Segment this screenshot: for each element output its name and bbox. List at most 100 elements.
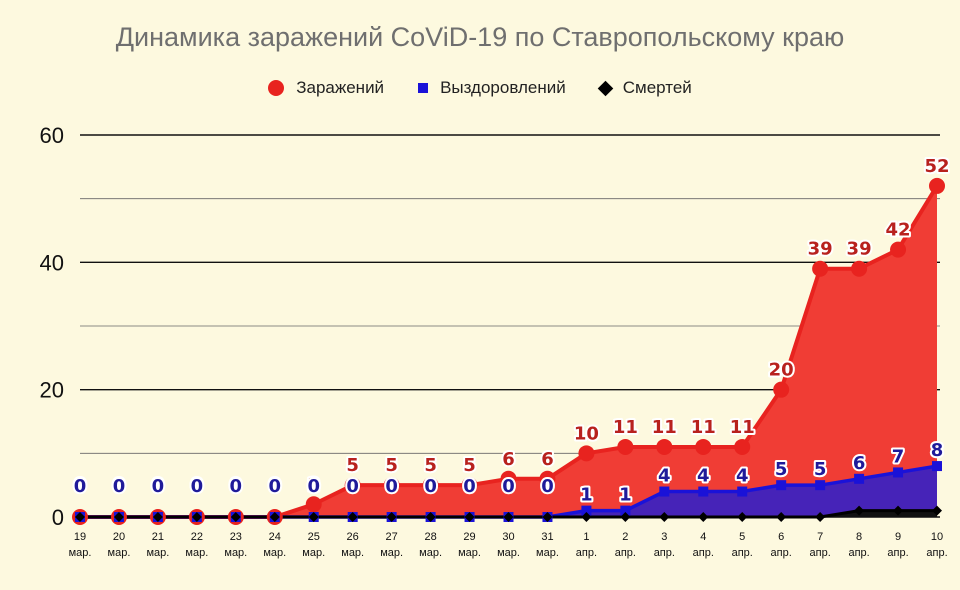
x-tick-day: 19 xyxy=(74,531,86,543)
infections-point xyxy=(344,477,361,494)
x-tick-day: 27 xyxy=(386,531,398,543)
chart-title: Динамика заражений CoViD-19 по Ставропол… xyxy=(115,22,845,52)
infections-data-label: 11 xyxy=(613,417,638,438)
deaths-point xyxy=(698,512,709,522)
infections-data-label: 5 xyxy=(346,455,359,476)
x-tick-day: 23 xyxy=(230,531,242,543)
legend-label-infections: Заражений xyxy=(296,78,385,97)
infections-data-label: 0 xyxy=(74,475,87,496)
recoveries-data-label: 0 xyxy=(191,476,204,497)
recoveries-data-label: 0 xyxy=(113,476,126,497)
infections-point xyxy=(773,381,790,398)
x-tick-day: 31 xyxy=(541,531,553,543)
recoveries-data-label: 0 xyxy=(307,476,320,497)
recoveries-point xyxy=(776,480,787,491)
infections-point xyxy=(305,496,322,513)
x-tick-day: 30 xyxy=(502,531,514,543)
infections-data-label: 52 xyxy=(924,156,949,177)
recoveries-point xyxy=(581,505,592,516)
x-tick-month: мар. xyxy=(341,547,364,559)
deaths-point xyxy=(503,512,514,522)
x-tick-day: 26 xyxy=(347,531,359,543)
x-tick-month: мар. xyxy=(263,547,286,559)
deaths-point xyxy=(269,512,280,522)
x-tick-day: 22 xyxy=(191,531,203,543)
blue-square-icon xyxy=(418,83,429,93)
y-tick-label: 60 xyxy=(40,123,64,148)
infections-data-label: 0 xyxy=(269,475,282,496)
x-tick-month: мар. xyxy=(108,547,131,559)
recoveries-data-label: 0 xyxy=(502,476,515,497)
x-tick-day: 5 xyxy=(739,531,745,543)
legend-item-recoveries: Выздоровлений xyxy=(418,78,566,98)
x-tick-day: 4 xyxy=(700,531,706,543)
infections-data-label: 11 xyxy=(691,417,716,438)
recoveries-data-label: 6 xyxy=(853,453,866,474)
y-tick-label: 40 xyxy=(40,250,64,275)
x-tick-day: 21 xyxy=(152,531,164,543)
x-tick-month: апр. xyxy=(887,547,908,559)
y-tick-label: 0 xyxy=(52,505,64,530)
deaths-point xyxy=(737,512,748,522)
infections-point xyxy=(422,477,439,494)
recoveries-area xyxy=(80,466,937,517)
x-tick-month: мар. xyxy=(69,547,92,559)
x-tick-day: 29 xyxy=(463,531,475,543)
legend-item-infections: Заражений xyxy=(268,78,384,98)
recoveries-point xyxy=(659,486,670,497)
chart-legend: Заражений Выздоровлений Смертей xyxy=(0,78,960,98)
infections-data-label: 2 xyxy=(307,474,320,495)
deaths-point xyxy=(581,512,592,522)
deaths-point xyxy=(659,512,670,522)
infections-point xyxy=(539,470,556,487)
infections-data-label: 5 xyxy=(463,455,476,476)
deaths-point xyxy=(620,512,631,522)
legend-item-deaths: Смертей xyxy=(597,78,692,98)
deaths-point xyxy=(75,512,85,522)
infections-data-label: 0 xyxy=(113,475,126,496)
infections-data-label: 42 xyxy=(886,220,911,241)
deaths-point xyxy=(113,512,124,522)
recoveries-data-label: 0 xyxy=(74,476,87,497)
x-tick-day: 24 xyxy=(269,531,281,543)
deaths-point xyxy=(854,505,865,516)
recoveries-point xyxy=(620,505,631,516)
infections-point xyxy=(890,241,907,258)
infections-point xyxy=(656,438,673,455)
x-tick-day: 7 xyxy=(817,531,823,543)
infections-point xyxy=(851,260,868,277)
recoveries-data-label: 0 xyxy=(424,476,437,497)
deaths-point xyxy=(308,512,319,522)
deaths-point xyxy=(191,512,202,522)
x-tick-month: мар. xyxy=(497,547,520,559)
x-tick-day: 10 xyxy=(931,531,943,543)
infections-data-label: 39 xyxy=(808,239,833,260)
deaths-point xyxy=(464,512,475,522)
recoveries-data-label: 1 xyxy=(619,485,632,506)
infections-point xyxy=(929,177,945,194)
recoveries-data-label: 8 xyxy=(931,440,944,461)
x-tick-day: 6 xyxy=(778,531,784,543)
x-tick-month: мар. xyxy=(224,547,247,559)
infections-data-label: 10 xyxy=(574,423,599,444)
recoveries-data-label: 0 xyxy=(385,476,398,497)
recoveries-data-label: 4 xyxy=(736,466,749,487)
recoveries-point xyxy=(893,467,904,478)
recoveries-data-label: 0 xyxy=(269,476,282,497)
infections-point xyxy=(734,438,751,455)
legend-label-recoveries: Выздоровлений xyxy=(440,78,566,97)
recoveries-data-label: 0 xyxy=(152,476,165,497)
x-tick-day: 28 xyxy=(424,531,436,543)
deaths-point xyxy=(230,512,241,522)
infections-point xyxy=(500,470,517,487)
deaths-point xyxy=(815,512,826,522)
red-circle-icon xyxy=(268,80,285,96)
recoveries-data-label: 0 xyxy=(346,476,359,497)
y-tick-label: 20 xyxy=(40,378,64,403)
infections-data-label: 5 xyxy=(424,455,437,476)
x-tick-month: апр. xyxy=(848,547,869,559)
x-tick-month: апр. xyxy=(615,547,636,559)
legend-label-deaths: Смертей xyxy=(622,78,692,97)
x-tick-day: 2 xyxy=(622,531,628,543)
